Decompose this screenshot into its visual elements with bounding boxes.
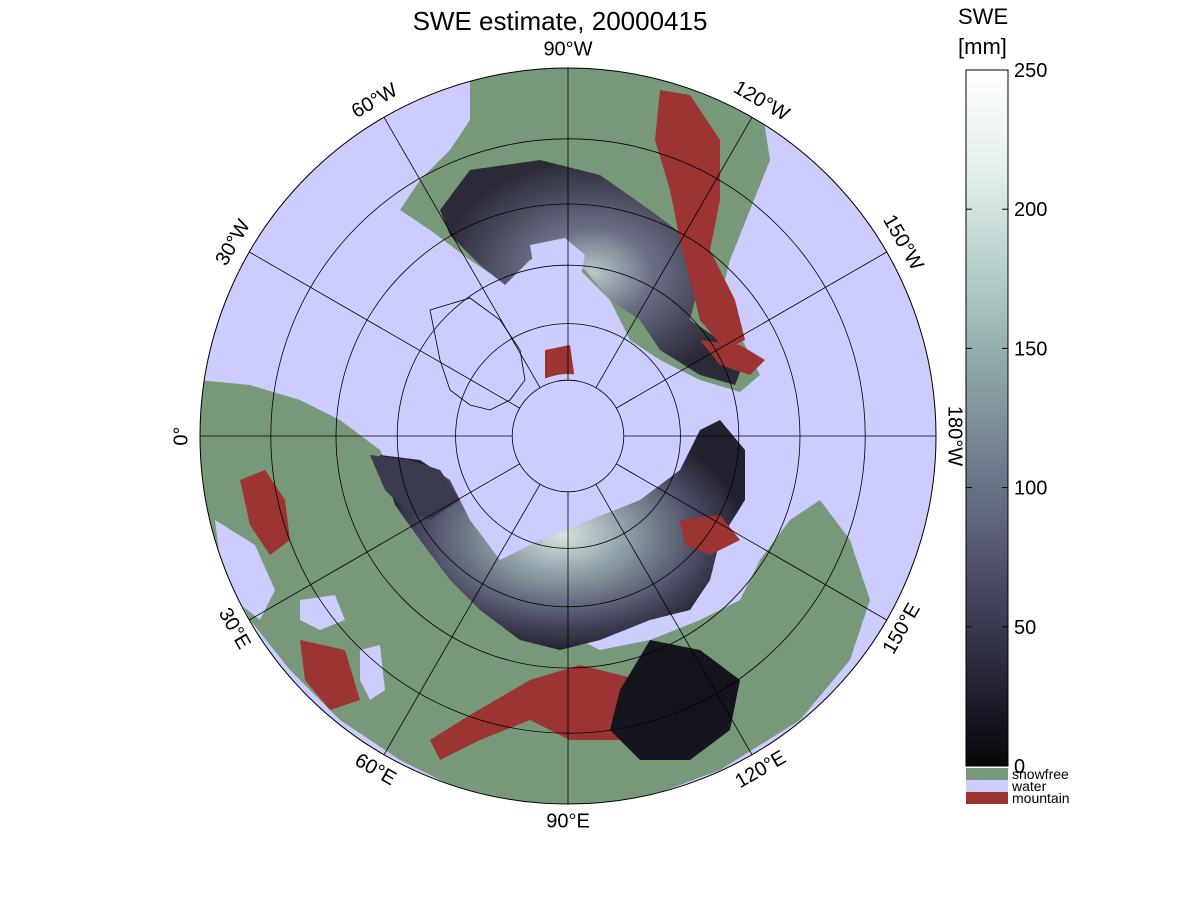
- polar-map: 90°W120°W150°W180°W150°E120°E90°E60°E30°…: [170, 38, 965, 832]
- black-sea: [300, 595, 345, 630]
- colorbar: SWE [mm] 0 50 100 150 200 250 snowfreewatermo…: [958, 4, 1070, 806]
- meridian-line: [616, 251, 887, 409]
- colorbar-tick-label: 100: [1014, 478, 1047, 500]
- longitude-label: 180°W: [944, 406, 966, 466]
- alps-mountains: [240, 470, 290, 555]
- meridian-line: [383, 117, 541, 388]
- meridian-line: [595, 117, 753, 388]
- colorbar-title-line1: SWE: [958, 4, 1008, 29]
- colorbar-tick-label: 50: [1014, 617, 1036, 639]
- meridian-line: [595, 484, 753, 755]
- category-label-mountain: mountain: [1012, 790, 1070, 806]
- siberia-mountains: [680, 515, 740, 555]
- colorbar-tick-label: 0: [1014, 756, 1025, 778]
- longitude-label: 90°E: [546, 810, 590, 832]
- greenland-land: [429, 297, 526, 411]
- east-asia-snow: [610, 640, 740, 760]
- category-swatch-water: [966, 780, 1008, 792]
- map-boundary: [199, 67, 937, 805]
- longitude-label: 0°: [170, 426, 192, 445]
- category-label-water: water: [1011, 778, 1047, 794]
- colorbar-tick-label: 250: [1014, 60, 1047, 82]
- rocky-mountains: [655, 90, 745, 350]
- hudson-bay: [530, 238, 585, 290]
- category-swatch-mountain: [966, 792, 1008, 804]
- colorbar-title-line2: [mm]: [958, 34, 1007, 59]
- eurasia-snow: [380, 420, 745, 650]
- colorbar-ticks: 0 50 100 150 200 250: [966, 60, 1047, 778]
- caspian-sea: [360, 645, 385, 700]
- colorbar-tick-label: 200: [1014, 199, 1047, 221]
- category-swatch-snowfree: [966, 768, 1008, 780]
- meridian-line: [383, 484, 541, 755]
- polar-cap: [506, 374, 630, 498]
- meridian-line: [249, 251, 520, 409]
- alaska-mountains: [700, 340, 765, 375]
- category-label-snowfree: snowfree: [1012, 766, 1069, 782]
- map-title: SWE estimate, 20000415: [413, 6, 708, 36]
- meridian-line: [616, 463, 887, 621]
- colorbar-gradient: [965, 69, 1009, 767]
- scandinavia-snow: [370, 455, 460, 520]
- caucasus-mountains: [300, 640, 360, 710]
- mediterranean-sea: [215, 520, 275, 620]
- north-america-snow: [440, 160, 745, 385]
- meridian-line: [249, 463, 520, 621]
- graticule: [200, 68, 936, 804]
- longitude-label: 90°W: [543, 38, 592, 60]
- colorbar-tick-label: 150: [1014, 338, 1047, 360]
